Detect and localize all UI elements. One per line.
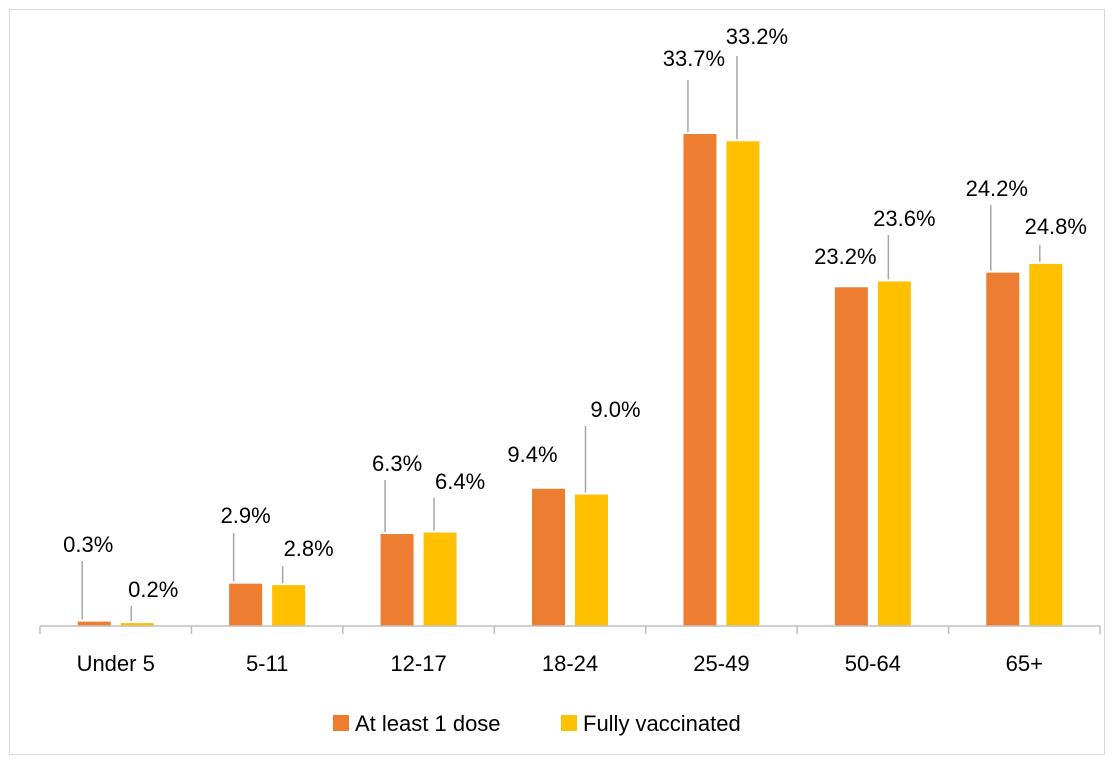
bar <box>229 583 263 626</box>
data-label: 2.8% <box>284 536 334 561</box>
legend-label: Fully vaccinated <box>583 711 741 736</box>
x-tick-label: 50-64 <box>845 651 901 676</box>
data-label: 9.0% <box>590 397 640 422</box>
x-axis-ticks: Under 5 5-11 12-17 18-24 25-49 50-64 65+ <box>39 626 1101 676</box>
x-tick-label: Under 5 <box>77 651 155 676</box>
legend-label: At least 1 dose <box>355 711 501 736</box>
x-tick-label: 12-17 <box>390 651 446 676</box>
legend-swatch <box>561 715 577 731</box>
bar <box>77 621 111 626</box>
legend: At least 1 dose Fully vaccinated <box>333 711 741 736</box>
data-labels-layer: 0.3% 0.2% 2.9% 2.8% 6.3% 6.4% 9.4% 9.0% 33.7%33.… <box>63 24 1087 602</box>
data-label: 24.8% <box>1025 214 1087 239</box>
bar <box>726 141 760 626</box>
leader-lines-layer <box>81 56 1041 622</box>
data-label: 23.6% <box>873 206 935 231</box>
bar <box>423 532 457 626</box>
x-tick-label: 5-11 <box>246 651 288 676</box>
data-label: 33.2% <box>726 24 788 49</box>
bar <box>532 488 565 626</box>
data-label: 6.4% <box>435 469 485 494</box>
bar <box>272 585 306 626</box>
bar <box>877 281 911 626</box>
x-tick-label: 25-49 <box>693 651 749 676</box>
bar <box>380 534 414 626</box>
bars-layer <box>77 133 1063 627</box>
bar <box>683 133 717 627</box>
bar <box>986 272 1020 626</box>
data-label: 0.2% <box>128 577 178 602</box>
data-label: 0.3% <box>63 532 113 557</box>
bar <box>120 623 154 626</box>
bar <box>1029 263 1063 626</box>
data-label: 9.4% <box>507 442 557 467</box>
x-tick-label: 65+ <box>1006 651 1043 676</box>
bar <box>575 494 608 626</box>
x-tick-label: 18-24 <box>542 651 598 676</box>
data-label: 23.2% <box>814 244 876 269</box>
legend-swatch <box>333 715 349 731</box>
data-label: 6.3% <box>372 451 422 476</box>
data-label: 33.7% <box>663 46 725 71</box>
data-label: 2.9% <box>221 503 271 528</box>
data-label: 24.2% <box>966 176 1028 201</box>
bar <box>834 287 868 626</box>
